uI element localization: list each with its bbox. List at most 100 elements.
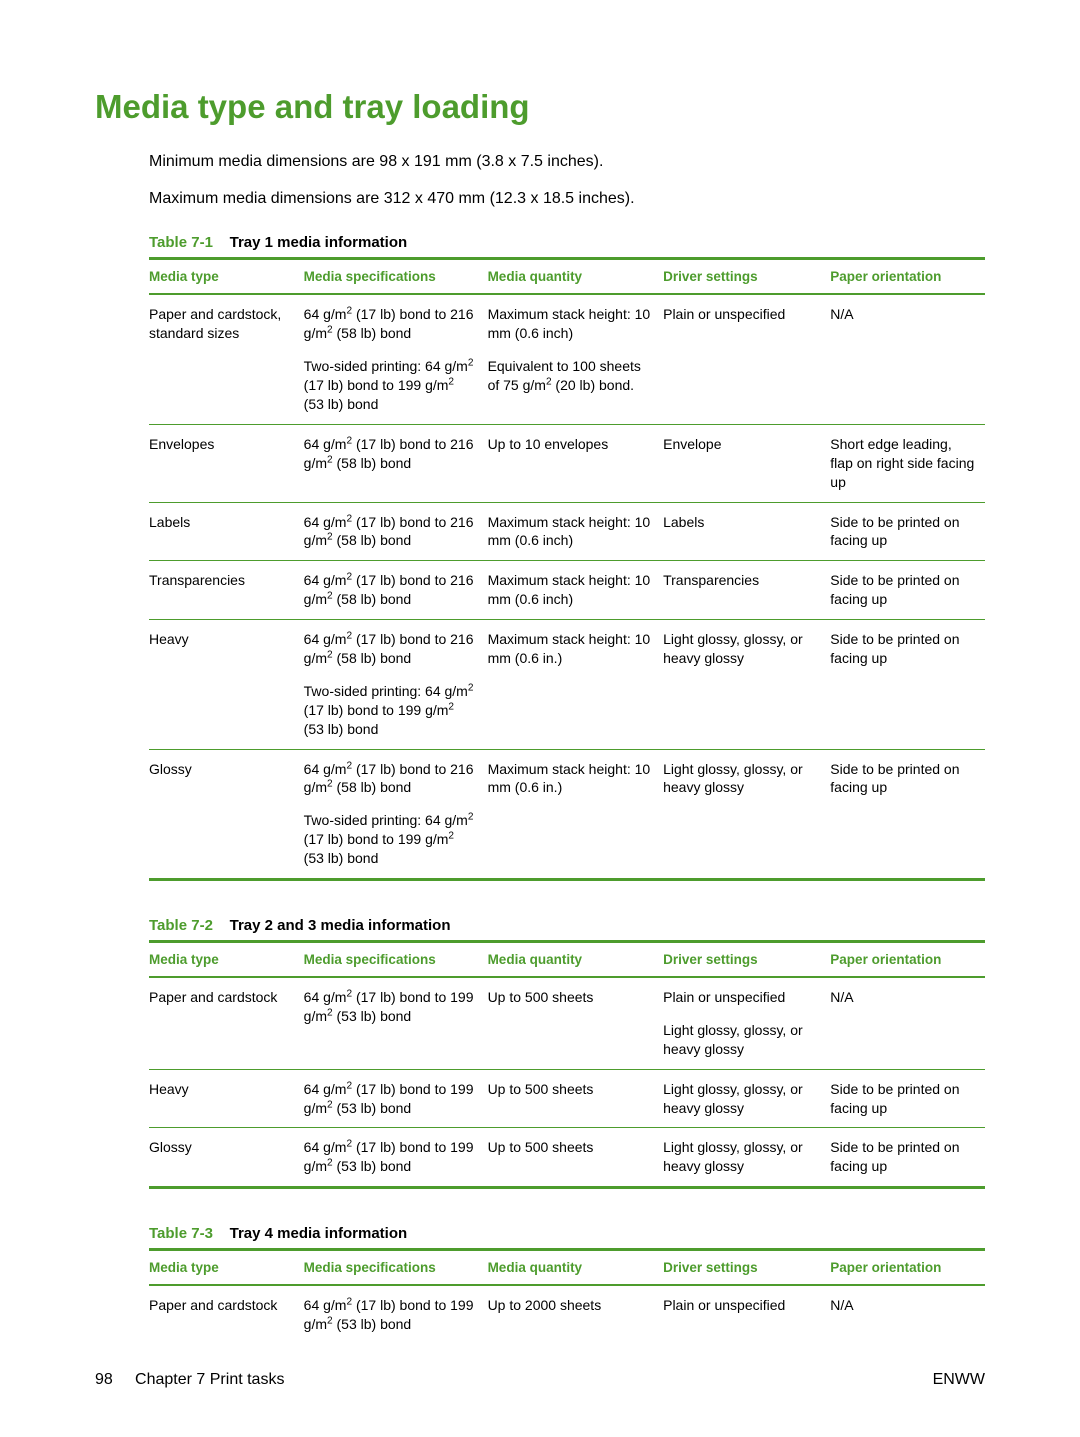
cell-po: Side to be printed on facing up	[830, 620, 985, 749]
cell-ms: 64 g/m2 (17 lb) bond to 199 g/m2 (53 lb)…	[304, 1285, 488, 1344]
cell-mt: Heavy	[149, 1069, 304, 1128]
table-row: Heavy 64 g/m2 (17 lb) bond to 216 g/m2 (…	[149, 620, 985, 749]
cell-ds: Light glossy, glossy, or heavy glossy	[663, 620, 830, 749]
cell-mt: Paper and cardstock	[149, 977, 304, 1069]
table-header-row: Media type Media specifications Media qu…	[149, 941, 985, 977]
cell-mq: Up to 500 sheets	[488, 1128, 664, 1188]
table-row: Envelopes 64 g/m2 (17 lb) bond to 216 g/…	[149, 424, 985, 502]
cell-po: Side to be printed on facing up	[830, 749, 985, 879]
cell-po: Side to be printed on facing up	[830, 561, 985, 620]
col-media-spec: Media specifications	[304, 1250, 488, 1286]
table-1: Media type Media specifications Media qu…	[149, 257, 985, 881]
table-2-caption: Table 7-2 Tray 2 and 3 media information	[149, 917, 985, 934]
cell-ms: 64 g/m2 (17 lb) bond to 216 g/m2 (58 lb)…	[304, 424, 488, 502]
cell-ms: 64 g/m2 (17 lb) bond to 199 g/m2 (53 lb)…	[304, 977, 488, 1069]
cell-po: N/A	[830, 1285, 985, 1344]
cell-ms-a: 64 g/m2 (17 lb) bond to 216 g/m2 (58 lb)…	[304, 305, 478, 343]
cell-mt: Paper and cardstock, standard sizes	[149, 294, 304, 424]
col-media-spec: Media specifications	[304, 941, 488, 977]
table-2: Media type Media specifications Media qu…	[149, 940, 985, 1189]
table-1-block: Table 7-1 Tray 1 media information Media…	[95, 234, 985, 881]
cell-ms-b: Two-sided printing: 64 g/m2 (17 lb) bond…	[304, 811, 478, 868]
page-footer: 98 Chapter 7 Print tasks ENWW	[95, 1371, 985, 1389]
cell-ds: Transparencies	[663, 561, 830, 620]
table-header-row: Media type Media specifications Media qu…	[149, 1250, 985, 1286]
table-2-caption-title: Tray 2 and 3 media information	[230, 917, 451, 934]
intro-block: Minimum media dimensions are 98 x 191 mm…	[95, 148, 985, 212]
table-row: Paper and cardstock 64 g/m2 (17 lb) bond…	[149, 1285, 985, 1344]
cell-mq: Maximum stack height: 10 mm (0.6 in.)	[488, 620, 664, 749]
cell-mt: Heavy	[149, 620, 304, 749]
cell-ds: Plain or unspecified	[663, 294, 830, 424]
col-orient: Paper orientation	[830, 1250, 985, 1286]
col-media-qty: Media quantity	[488, 1250, 664, 1286]
table-row: Glossy 64 g/m2 (17 lb) bond to 216 g/m2 …	[149, 749, 985, 879]
cell-ms-b: Two-sided printing: 64 g/m2 (17 lb) bond…	[304, 682, 478, 739]
table-3: Media type Media specifications Media qu…	[149, 1248, 985, 1344]
cell-ds: Light glossy, glossy, or heavy glossy	[663, 1128, 830, 1188]
cell-mq: Up to 500 sheets	[488, 977, 664, 1069]
col-orient: Paper orientation	[830, 259, 985, 295]
col-driver: Driver settings	[663, 1250, 830, 1286]
cell-mq: Up to 10 envelopes	[488, 424, 664, 502]
table-row: Glossy 64 g/m2 (17 lb) bond to 199 g/m2 …	[149, 1128, 985, 1188]
cell-mt: Envelopes	[149, 424, 304, 502]
col-driver: Driver settings	[663, 941, 830, 977]
table-row: Heavy 64 g/m2 (17 lb) bond to 199 g/m2 (…	[149, 1069, 985, 1128]
cell-ds: Light glossy, glossy, or heavy glossy	[663, 749, 830, 879]
cell-ds: Plain or unspecified Light glossy, gloss…	[663, 977, 830, 1069]
cell-ds: Envelope	[663, 424, 830, 502]
cell-po: N/A	[830, 977, 985, 1069]
table-row: Labels 64 g/m2 (17 lb) bond to 216 g/m2 …	[149, 502, 985, 561]
table-row: Paper and cardstock 64 g/m2 (17 lb) bond…	[149, 977, 985, 1069]
cell-po: N/A	[830, 294, 985, 424]
footer-chapter: Chapter 7 Print tasks	[135, 1371, 284, 1388]
cell-po: Side to be printed on facing up	[830, 1069, 985, 1128]
page-heading: Media type and tray loading	[95, 88, 985, 126]
cell-ds: Plain or unspecified	[663, 1285, 830, 1344]
cell-mq-a: Maximum stack height: 10 mm (0.6 inch)	[488, 305, 654, 343]
cell-ms: 64 g/m2 (17 lb) bond to 216 g/m2 (58 lb)…	[304, 502, 488, 561]
cell-ds-a: Plain or unspecified	[663, 988, 820, 1007]
col-media-qty: Media quantity	[488, 941, 664, 977]
cell-mt: Glossy	[149, 1128, 304, 1188]
cell-po: Side to be printed on facing up	[830, 502, 985, 561]
cell-mq: Maximum stack height: 10 mm (0.6 in.)	[488, 749, 664, 879]
footer-page-num: 98	[95, 1371, 113, 1388]
table-3-caption-title: Tray 4 media information	[230, 1225, 408, 1242]
col-orient: Paper orientation	[830, 941, 985, 977]
footer-left: 98 Chapter 7 Print tasks	[95, 1371, 284, 1389]
col-driver: Driver settings	[663, 259, 830, 295]
cell-mq: Maximum stack height: 10 mm (0.6 inch)	[488, 561, 664, 620]
cell-mq: Maximum stack height: 10 mm (0.6 inch) E…	[488, 294, 664, 424]
cell-ms: 64 g/m2 (17 lb) bond to 199 g/m2 (53 lb)…	[304, 1128, 488, 1188]
col-media-type: Media type	[149, 941, 304, 977]
cell-ds-b: Light glossy, glossy, or heavy glossy	[663, 1021, 820, 1059]
cell-po: Side to be printed on facing up	[830, 1128, 985, 1188]
col-media-qty: Media quantity	[488, 259, 664, 295]
cell-ms: 64 g/m2 (17 lb) bond to 216 g/m2 (58 lb)…	[304, 620, 488, 749]
cell-ms: 64 g/m2 (17 lb) bond to 199 g/m2 (53 lb)…	[304, 1069, 488, 1128]
cell-mt: Glossy	[149, 749, 304, 879]
col-media-type: Media type	[149, 259, 304, 295]
page-container: Media type and tray loading Minimum medi…	[0, 0, 1080, 1437]
cell-mt: Transparencies	[149, 561, 304, 620]
table-1-caption: Table 7-1 Tray 1 media information	[149, 234, 985, 251]
table-3-caption-num: Table 7-3	[149, 1225, 213, 1242]
col-media-type: Media type	[149, 1250, 304, 1286]
intro-p2: Maximum media dimensions are 312 x 470 m…	[149, 185, 985, 212]
cell-mq: Up to 500 sheets	[488, 1069, 664, 1128]
table-2-block: Table 7-2 Tray 2 and 3 media information…	[95, 917, 985, 1189]
cell-mq-b: Equivalent to 100 sheets of 75 g/m2 (20 …	[488, 357, 654, 395]
cell-mt: Labels	[149, 502, 304, 561]
footer-right: ENWW	[933, 1371, 985, 1389]
cell-ms: 64 g/m2 (17 lb) bond to 216 g/m2 (58 lb)…	[304, 294, 488, 424]
table-3-caption: Table 7-3 Tray 4 media information	[149, 1225, 985, 1242]
cell-ds: Labels	[663, 502, 830, 561]
table-1-caption-title: Tray 1 media information	[230, 234, 408, 251]
table-2-caption-num: Table 7-2	[149, 917, 213, 934]
col-media-spec: Media specifications	[304, 259, 488, 295]
table-1-caption-num: Table 7-1	[149, 234, 213, 251]
table-row: Paper and cardstock, standard sizes 64 g…	[149, 294, 985, 424]
cell-ms-a: 64 g/m2 (17 lb) bond to 216 g/m2 (58 lb)…	[304, 760, 478, 798]
